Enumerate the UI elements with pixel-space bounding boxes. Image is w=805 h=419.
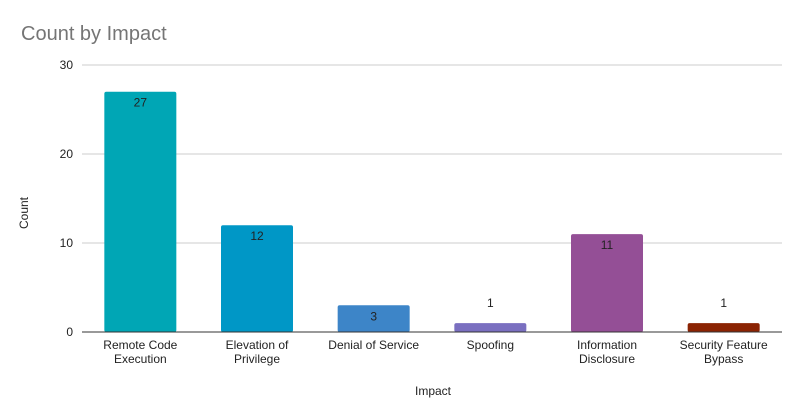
gridlines — [82, 64, 782, 244]
chart-title: Count by Impact — [21, 23, 167, 45]
x-tick-label: Remote Code Execution — [103, 338, 177, 366]
y-tick-label: 10 — [60, 236, 74, 250]
bar — [454, 323, 527, 332]
x-tick-label-line: Spoofing — [467, 338, 514, 352]
bar — [221, 225, 293, 332]
y-axis-title: Count — [17, 196, 31, 229]
data-label: 3 — [370, 309, 377, 323]
data-label: 11 — [601, 238, 614, 252]
data-label: 12 — [250, 229, 264, 243]
x-axis-ticks: Remote Code Execution Elevation of Privileg… — [103, 338, 768, 366]
x-tick-label-line: Bypass — [704, 352, 743, 366]
data-label: 1 — [487, 296, 494, 310]
x-tick-label: Security Feature Bypass — [680, 338, 768, 366]
bar — [571, 234, 643, 332]
x-tick-label: Spoofing — [467, 338, 514, 352]
y-tick-label: 0 — [66, 325, 73, 339]
data-label: 1 — [720, 296, 727, 310]
bars — [104, 91, 760, 332]
x-tick-label-line: Information — [577, 338, 637, 352]
x-axis-title: Impact — [415, 384, 452, 398]
x-tick-label-line: Remote Code — [103, 338, 177, 352]
x-tick-label: Elevation of Privilege — [226, 338, 289, 366]
bar — [687, 323, 760, 332]
y-axis-ticks: 0 10 20 30 — [60, 58, 74, 339]
x-tick-label-line: Privilege — [234, 352, 280, 366]
x-tick-label-line: Elevation of — [226, 338, 289, 352]
x-tick-label: Information Disclosure — [577, 338, 637, 366]
x-tick-label-line: Security Feature — [680, 338, 768, 352]
x-tick-label-line: Execution — [114, 352, 167, 366]
data-label: 27 — [134, 96, 148, 110]
bar — [337, 305, 410, 332]
y-tick-label: 30 — [60, 58, 74, 72]
bar — [104, 91, 177, 332]
y-tick-label: 20 — [60, 147, 74, 161]
x-tick-label-line: Disclosure — [579, 352, 635, 366]
x-tick-label-line: Denial of Service — [328, 338, 419, 352]
x-tick-label: Denial of Service — [328, 338, 419, 352]
